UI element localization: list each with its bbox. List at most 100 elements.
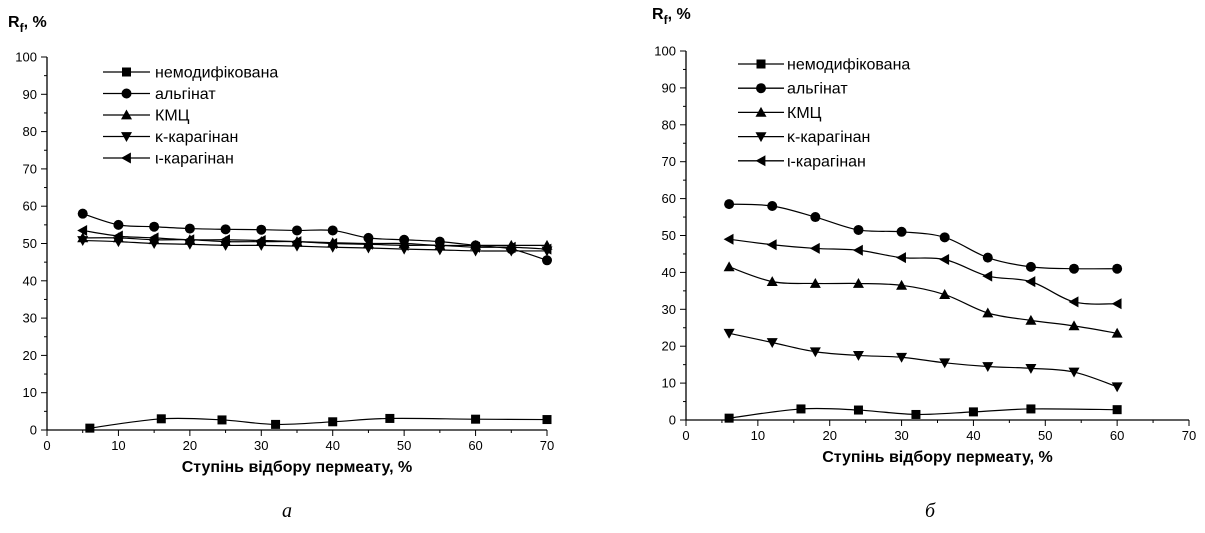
legend-marker <box>755 155 766 167</box>
series-line <box>729 238 1118 305</box>
y-tick-label: 100 <box>15 50 37 65</box>
data-point <box>271 419 281 429</box>
data-point <box>939 232 950 243</box>
data-point <box>723 328 735 339</box>
data-point <box>1025 261 1036 272</box>
data-point <box>968 407 978 417</box>
x-tick-label: 20 <box>822 428 836 443</box>
x-tick-label: 0 <box>43 438 50 453</box>
data-point <box>148 232 159 244</box>
series-3 <box>723 261 1123 338</box>
y-tick-label: 40 <box>662 265 676 280</box>
data-point <box>256 224 267 235</box>
data-point <box>896 279 908 290</box>
data-point <box>939 253 950 265</box>
y-tick-label: 40 <box>23 273 37 288</box>
y-tick-label: 60 <box>662 191 676 206</box>
data-point <box>939 289 951 299</box>
y-tick-label: 80 <box>662 117 676 132</box>
data-point <box>217 415 227 425</box>
data-point <box>852 244 863 256</box>
panel-caption: а <box>282 500 292 522</box>
legend-label: КМЦ <box>155 108 190 125</box>
legend-label: альгінат <box>787 81 848 98</box>
data-point <box>85 423 95 433</box>
data-point <box>112 230 123 242</box>
legend-label: ι-карагінан <box>155 151 234 168</box>
y-tick-label: 10 <box>23 385 37 400</box>
data-point <box>809 242 820 254</box>
data-point <box>911 409 921 419</box>
chart-panel-2: 0 10 20 30 40 50 60 70 0 10 20 30 40 50 60 70 80 90 100 Rf,… <box>652 6 1196 522</box>
data-point <box>149 221 160 232</box>
data-point <box>896 352 908 363</box>
legend-label: ι-карагінан <box>787 153 866 170</box>
legend-marker <box>121 152 131 164</box>
data-point <box>766 239 777 251</box>
data-point <box>184 223 195 234</box>
y-tick-label: 100 <box>654 44 676 59</box>
series-4 <box>723 328 1123 393</box>
data-point <box>809 277 821 288</box>
data-point <box>1025 314 1037 325</box>
data-point <box>982 252 993 263</box>
data-point <box>1068 367 1080 378</box>
y-tick-label: 0 <box>669 413 676 428</box>
y-axis-title: Rf, % <box>652 6 691 27</box>
y-axis-title-main: R <box>8 14 20 31</box>
x-tick-label: 30 <box>254 438 268 453</box>
data-point <box>809 347 821 358</box>
data-point <box>1026 404 1036 414</box>
y-tick-label: 0 <box>30 423 37 438</box>
series-5 <box>77 224 552 255</box>
y-tick-label: 30 <box>662 302 676 317</box>
x-tick-label: 50 <box>1038 428 1052 443</box>
series-line <box>728 332 1118 388</box>
legend-marker <box>755 132 767 143</box>
x-axis-title: Ступінь відбору пермеату, % <box>182 459 413 476</box>
panel-caption: б <box>925 500 936 522</box>
data-point <box>853 224 864 235</box>
legend-marker <box>756 83 766 94</box>
series-line <box>729 407 1118 419</box>
data-point <box>471 414 481 424</box>
x-tick-label: 0 <box>682 428 689 443</box>
data-point <box>292 225 302 236</box>
data-point <box>767 200 778 211</box>
data-point <box>982 307 994 318</box>
legend: немодифікована альгінат КМЦ κ-карагінан ι-ка… <box>103 65 278 168</box>
data-point <box>505 241 516 253</box>
data-point <box>982 362 994 372</box>
legend-label: κ-карагінан <box>787 129 870 146</box>
y-axis-title-main: R <box>652 6 664 23</box>
data-point <box>1112 405 1122 415</box>
data-point <box>1025 363 1037 374</box>
legend-marker <box>756 59 766 69</box>
x-tick-label: 70 <box>1182 428 1196 443</box>
data-point <box>1111 382 1123 393</box>
y-tick-label: 50 <box>662 228 676 243</box>
x-tick-label: 70 <box>540 438 554 453</box>
data-point <box>982 270 993 282</box>
series-5 <box>723 233 1122 310</box>
x-tick-label: 40 <box>325 438 339 453</box>
data-point <box>398 239 409 251</box>
data-point <box>255 235 266 247</box>
data-point <box>470 241 480 253</box>
y-tick-label: 50 <box>23 236 37 251</box>
data-point <box>852 351 864 361</box>
y-axis-title-subscript: f <box>20 21 25 35</box>
legend: немодифікована альгінат КМЦ κ-карагінан ι-ка… <box>738 57 910 170</box>
data-point <box>362 238 373 250</box>
data-point <box>724 199 735 210</box>
series-2 <box>724 199 1123 274</box>
legend-marker <box>121 109 132 120</box>
legend-label: КМЦ <box>787 105 822 122</box>
data-point <box>77 236 89 247</box>
y-axis-title-unit: , % <box>668 6 691 23</box>
y-tick-label: 70 <box>662 154 676 169</box>
data-point <box>766 338 778 349</box>
data-point <box>77 208 88 219</box>
y-tick-label: 60 <box>23 199 37 214</box>
series-1 <box>85 413 552 433</box>
